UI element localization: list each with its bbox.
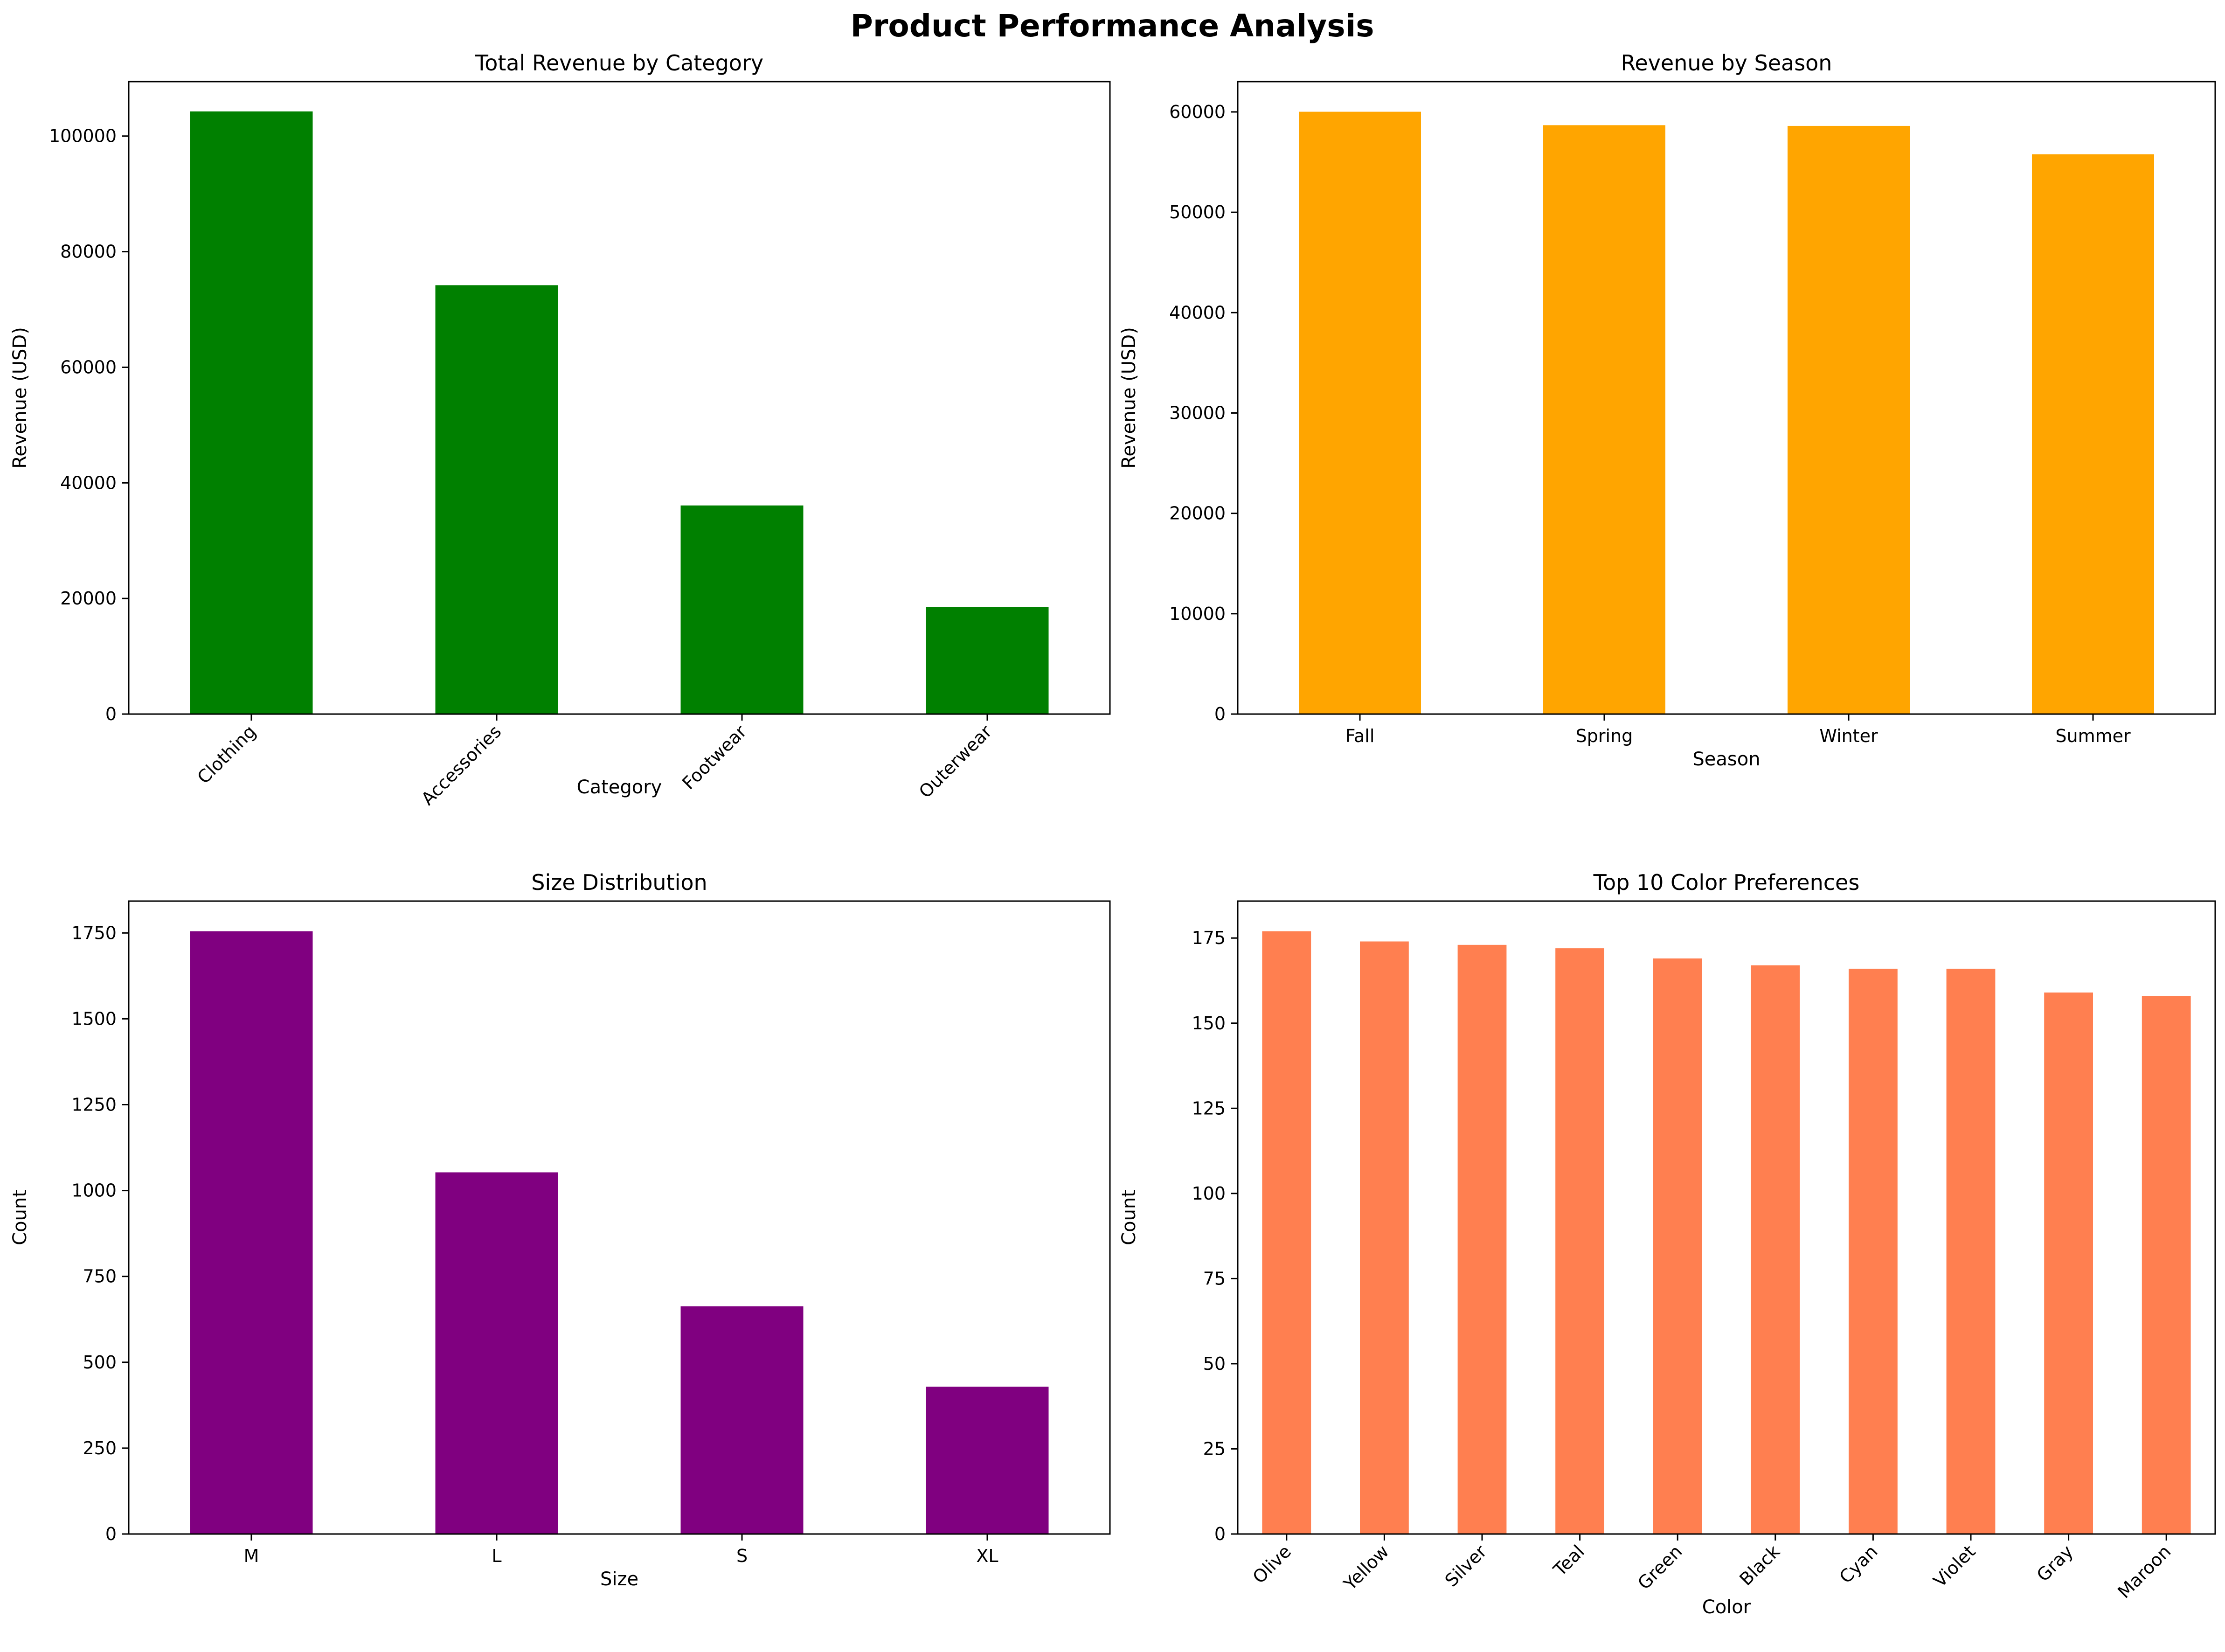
subplot-grid: Total Revenue by Category 0 20000 40000 6000… (9, 50, 2216, 1618)
y-tick-label: 25 (1203, 1438, 1226, 1459)
x-axis-label: Category (577, 777, 662, 798)
axes-frame (128, 81, 1111, 715)
y-tick-label: 10000 (1169, 604, 1226, 624)
bar-yellow (1360, 941, 1409, 1534)
bar-black (1751, 965, 1800, 1534)
bar-teal (1555, 948, 1604, 1534)
y-axis-label: Revenue (USD) (9, 327, 31, 469)
figure-title: Product Performance Analysis (850, 8, 1374, 44)
x-tick-label: L (492, 1546, 501, 1566)
bar-silver (1457, 944, 1507, 1534)
chart-title: Top 10 Color Preferences (1593, 870, 1860, 895)
y-axis-label: Revenue (USD) (1118, 327, 1140, 469)
y-tick-label: 250 (83, 1438, 117, 1458)
x-tick-label: Winter (1819, 726, 1878, 746)
bar-clothing (190, 111, 313, 714)
chart-size-distribution: Size Distribution 0 250 500 750 1000 1250 1500 1… (9, 870, 1111, 1590)
x-tick-label: S (736, 1546, 748, 1566)
x-tick-label: M (244, 1546, 259, 1566)
chart-title: Revenue by Season (1621, 50, 1832, 76)
y-tick-label: 80000 (60, 242, 117, 262)
y-tick-label: 1000 (71, 1180, 117, 1201)
y-tick-label: 40000 (1169, 302, 1226, 323)
y-tick-label: 750 (83, 1266, 117, 1287)
y-tick-label: 0 (105, 704, 117, 724)
chart-revenue-by-season: Revenue by Season 0 10000 20000 30000 40000 50… (1118, 50, 2216, 770)
y-tick-label: 50000 (1169, 202, 1226, 222)
axes-frame (1237, 81, 2216, 715)
y-tick-label: 0 (105, 1524, 117, 1544)
x-tick-label: XL (976, 1546, 998, 1566)
axes-frame (1237, 900, 2216, 1535)
bar-accessories (435, 285, 558, 714)
x-tick-label: Spring (1576, 726, 1633, 746)
y-tick-label: 1500 (71, 1008, 117, 1029)
bar-gray (2044, 993, 2093, 1534)
chart-revenue-by-category: Total Revenue by Category 0 20000 40000 6000… (9, 50, 1111, 809)
bar-cyan (1849, 968, 1898, 1534)
y-tick-label: 60000 (60, 357, 117, 377)
bar-footwear (680, 505, 804, 714)
bar-outerwear (926, 607, 1049, 714)
x-axis-label: Season (1692, 749, 1760, 770)
bar-olive (1262, 931, 1311, 1534)
bar-summer (2032, 154, 2154, 715)
x-axis-label: Size (600, 1569, 638, 1590)
bar-winter (1788, 125, 1910, 714)
x-tick-label: Summer (2055, 726, 2131, 746)
y-tick-label: 100 (1192, 1183, 1226, 1204)
chart-title: Size Distribution (531, 870, 707, 895)
chart-title: Total Revenue by Category (475, 50, 763, 76)
y-axis-label: Count (1118, 1190, 1140, 1245)
bar-fall (1299, 111, 1421, 714)
bar-xl (926, 1387, 1049, 1534)
axes-frame (128, 900, 1111, 1535)
bar-s (680, 1306, 804, 1534)
y-tick-label: 50 (1203, 1354, 1226, 1374)
y-tick-label: 30000 (1169, 403, 1226, 423)
bar-violet (1946, 968, 1996, 1534)
chart-top-colors: Top 10 Color Preferences 0 25 50 75 100 125 150… (1118, 870, 2216, 1618)
y-tick-label: 40000 (60, 472, 117, 493)
x-axis-label: Color (1702, 1596, 1751, 1618)
bar-green (1653, 958, 1702, 1534)
bar-m (190, 931, 313, 1534)
y-tick-label: 0 (1214, 704, 1226, 724)
y-tick-label: 0 (1214, 1524, 1226, 1544)
x-tick-label: Fall (1345, 726, 1375, 746)
y-tick-label: 175 (1192, 928, 1226, 948)
y-tick-label: 125 (1192, 1098, 1226, 1118)
bar-l (435, 1172, 558, 1534)
bar-maroon (2142, 996, 2191, 1534)
y-axis-label: Count (9, 1190, 31, 1245)
y-tick-label: 100000 (49, 126, 117, 146)
y-tick-label: 1750 (71, 923, 117, 943)
y-tick-label: 20000 (1169, 503, 1226, 524)
y-tick-label: 150 (1192, 1013, 1226, 1034)
y-tick-label: 20000 (60, 588, 117, 609)
y-tick-label: 60000 (1169, 102, 1226, 122)
y-tick-label: 1250 (71, 1095, 117, 1115)
y-tick-label: 75 (1203, 1268, 1226, 1289)
bar-spring (1543, 125, 1665, 715)
y-tick-label: 500 (83, 1352, 117, 1373)
